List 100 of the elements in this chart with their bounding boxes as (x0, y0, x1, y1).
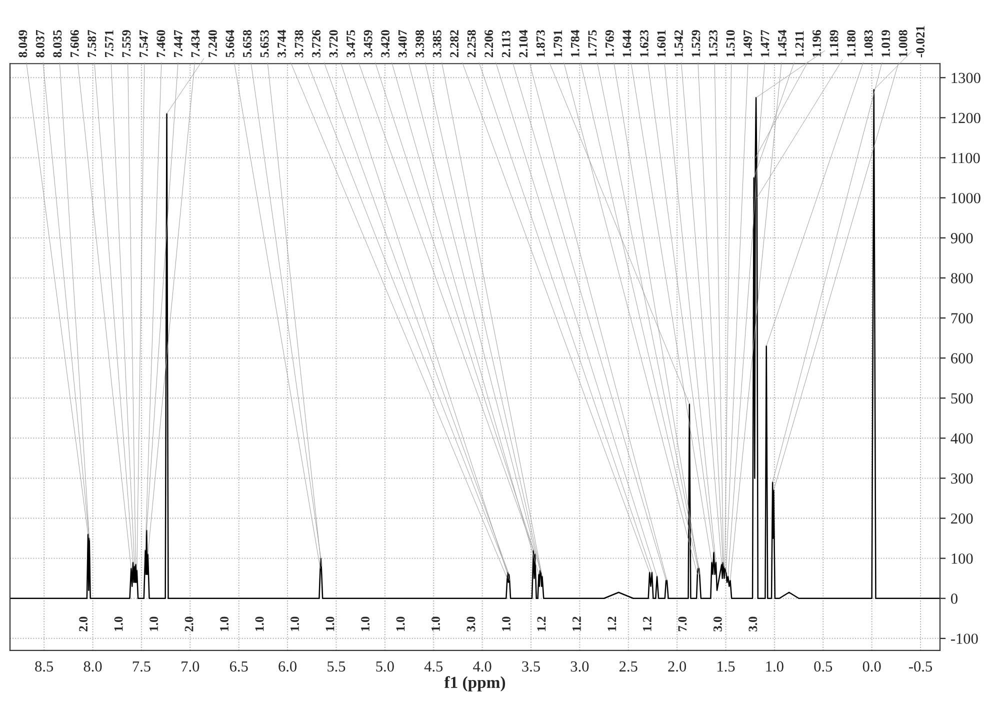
annotation: 1.623 (640, 30, 648, 57)
annotation: 8.035 (53, 30, 62, 58)
x-tick-label: 8.0 (84, 661, 102, 672)
annotation: 1.0 (290, 616, 300, 631)
x-axis-title: f1 (ppm) (444, 676, 506, 692)
annotation: 2.282 (450, 30, 459, 58)
annotation: 8.049 (18, 30, 28, 58)
annotation: 1.2 (572, 616, 581, 631)
annotation: 3.0 (748, 616, 758, 632)
annotation: 1.791 (554, 30, 562, 57)
annotation: 1.189 (830, 30, 838, 57)
x-tick-label: 6.5 (230, 661, 248, 672)
annotation: 3.420 (381, 30, 390, 58)
x-tick-label: 3.5 (522, 661, 540, 672)
annotation: -0.021 (916, 26, 925, 58)
annotation: 2.104 (519, 30, 528, 58)
annotation: 2.258 (467, 30, 476, 58)
annotation: 1.644 (622, 30, 632, 57)
annotation: 7.240 (208, 30, 217, 58)
annotation: 1.196 (812, 30, 822, 57)
annotation: 7.434 (191, 30, 200, 58)
annotation: 1.784 (570, 30, 580, 57)
x-tick-label: 1.0 (766, 661, 784, 672)
y-tick-label: 1000 (952, 192, 980, 204)
annotation: 1.083 (864, 30, 873, 57)
x-tick-label: 7.5 (132, 661, 150, 672)
annotation: 8.037 (36, 30, 44, 58)
x-tick-label: 7.0 (182, 661, 200, 672)
x-tick-label: 3.0 (570, 661, 589, 672)
annotation: 7.559 (122, 30, 131, 58)
annotation: 7.547 (140, 30, 148, 58)
annotation: 1.0 (114, 616, 123, 631)
y-tick-label: 300 (951, 473, 973, 484)
annotation: 1.454 (778, 30, 787, 57)
annotation: 5.658 (243, 30, 252, 58)
annotation: 1.0 (255, 616, 264, 631)
x-tick-label: 5.0 (376, 661, 394, 672)
annotation: 5.664 (226, 30, 234, 58)
annotation: 2.206 (484, 30, 494, 58)
annotation: 3.720 (329, 30, 338, 58)
x-tick-label: 0.0 (862, 661, 881, 672)
annotation: 1.2 (643, 616, 652, 631)
y-tick-label: 900 (950, 233, 973, 244)
x-tick-label: 4.0 (473, 661, 492, 672)
annotation: 2.0 (79, 616, 88, 632)
y-tick-label: 700 (951, 313, 973, 324)
x-tick-label: 5.5 (328, 661, 346, 672)
x-tick-label: 0.5 (814, 661, 832, 672)
annotation: 7.0 (678, 616, 687, 632)
annotation: 1.180 (847, 30, 856, 57)
y-tick-label: 1200 (952, 112, 980, 124)
y-tick-label: 200 (951, 513, 973, 524)
annotation: 1.211 (795, 30, 804, 57)
x-tick-label: -0.5 (909, 661, 932, 672)
y-tick-label: 1100 (952, 152, 980, 164)
annotation: 1.542 (674, 30, 683, 57)
annotation: 5.653 (260, 30, 269, 58)
x-tick-label: 1.5 (718, 661, 735, 672)
y-tick-label: 800 (951, 273, 973, 284)
x-tick-label: 2.0 (668, 661, 686, 672)
annotation: 1.0 (432, 616, 440, 631)
y-tick-label: 1300 (952, 72, 980, 84)
annotation: 1.008 (898, 30, 908, 57)
annotation: 7.606 (70, 30, 79, 58)
annotation: 1.775 (588, 30, 597, 57)
annotation: 3.459 (364, 30, 372, 58)
annotation: 1.0 (361, 616, 370, 631)
annotation: 1.0 (502, 616, 510, 631)
x-tick-label: 2.5 (620, 661, 638, 672)
annotation: 3.0 (466, 616, 476, 632)
annotation: 3.407 (398, 30, 407, 58)
annotation: 1.497 (744, 30, 752, 57)
annotation: 3.726 (312, 30, 321, 58)
annotation: 2.113 (502, 30, 510, 58)
y-tick-label: 600 (951, 353, 973, 364)
annotation: 7.571 (104, 30, 114, 58)
annotation: 1.0 (150, 616, 158, 631)
annotation: 1.523 (709, 30, 718, 57)
annotation: 3.0 (713, 616, 722, 632)
annotation: 3.385 (432, 30, 442, 58)
y-tick-label: 100 (952, 553, 973, 564)
annotation: 3.475 (346, 30, 356, 58)
y-tick-label: 0 (951, 594, 958, 604)
x-tick-label: 6.0 (278, 661, 297, 672)
annotation: 1.769 (605, 30, 614, 57)
annotation: 3.738 (294, 30, 304, 58)
annotation: 1.0 (396, 616, 405, 631)
x-tick-label: 8.5 (35, 661, 54, 672)
annotation: 3.744 (278, 30, 286, 58)
annotation: 1.510 (726, 30, 735, 57)
annotation: 1.0 (220, 616, 229, 631)
y-tick-label: 500 (951, 393, 973, 404)
annotation: 7.447 (174, 30, 182, 58)
y-tick-label: -100 (950, 634, 978, 644)
annotation: 7.460 (156, 30, 166, 58)
annotation: 3.398 (416, 30, 424, 58)
annotation: 7.587 (88, 30, 96, 58)
annotation: 1.873 (536, 30, 545, 57)
y-tick-label: 400 (950, 433, 973, 444)
annotation: 1.0 (326, 616, 334, 631)
